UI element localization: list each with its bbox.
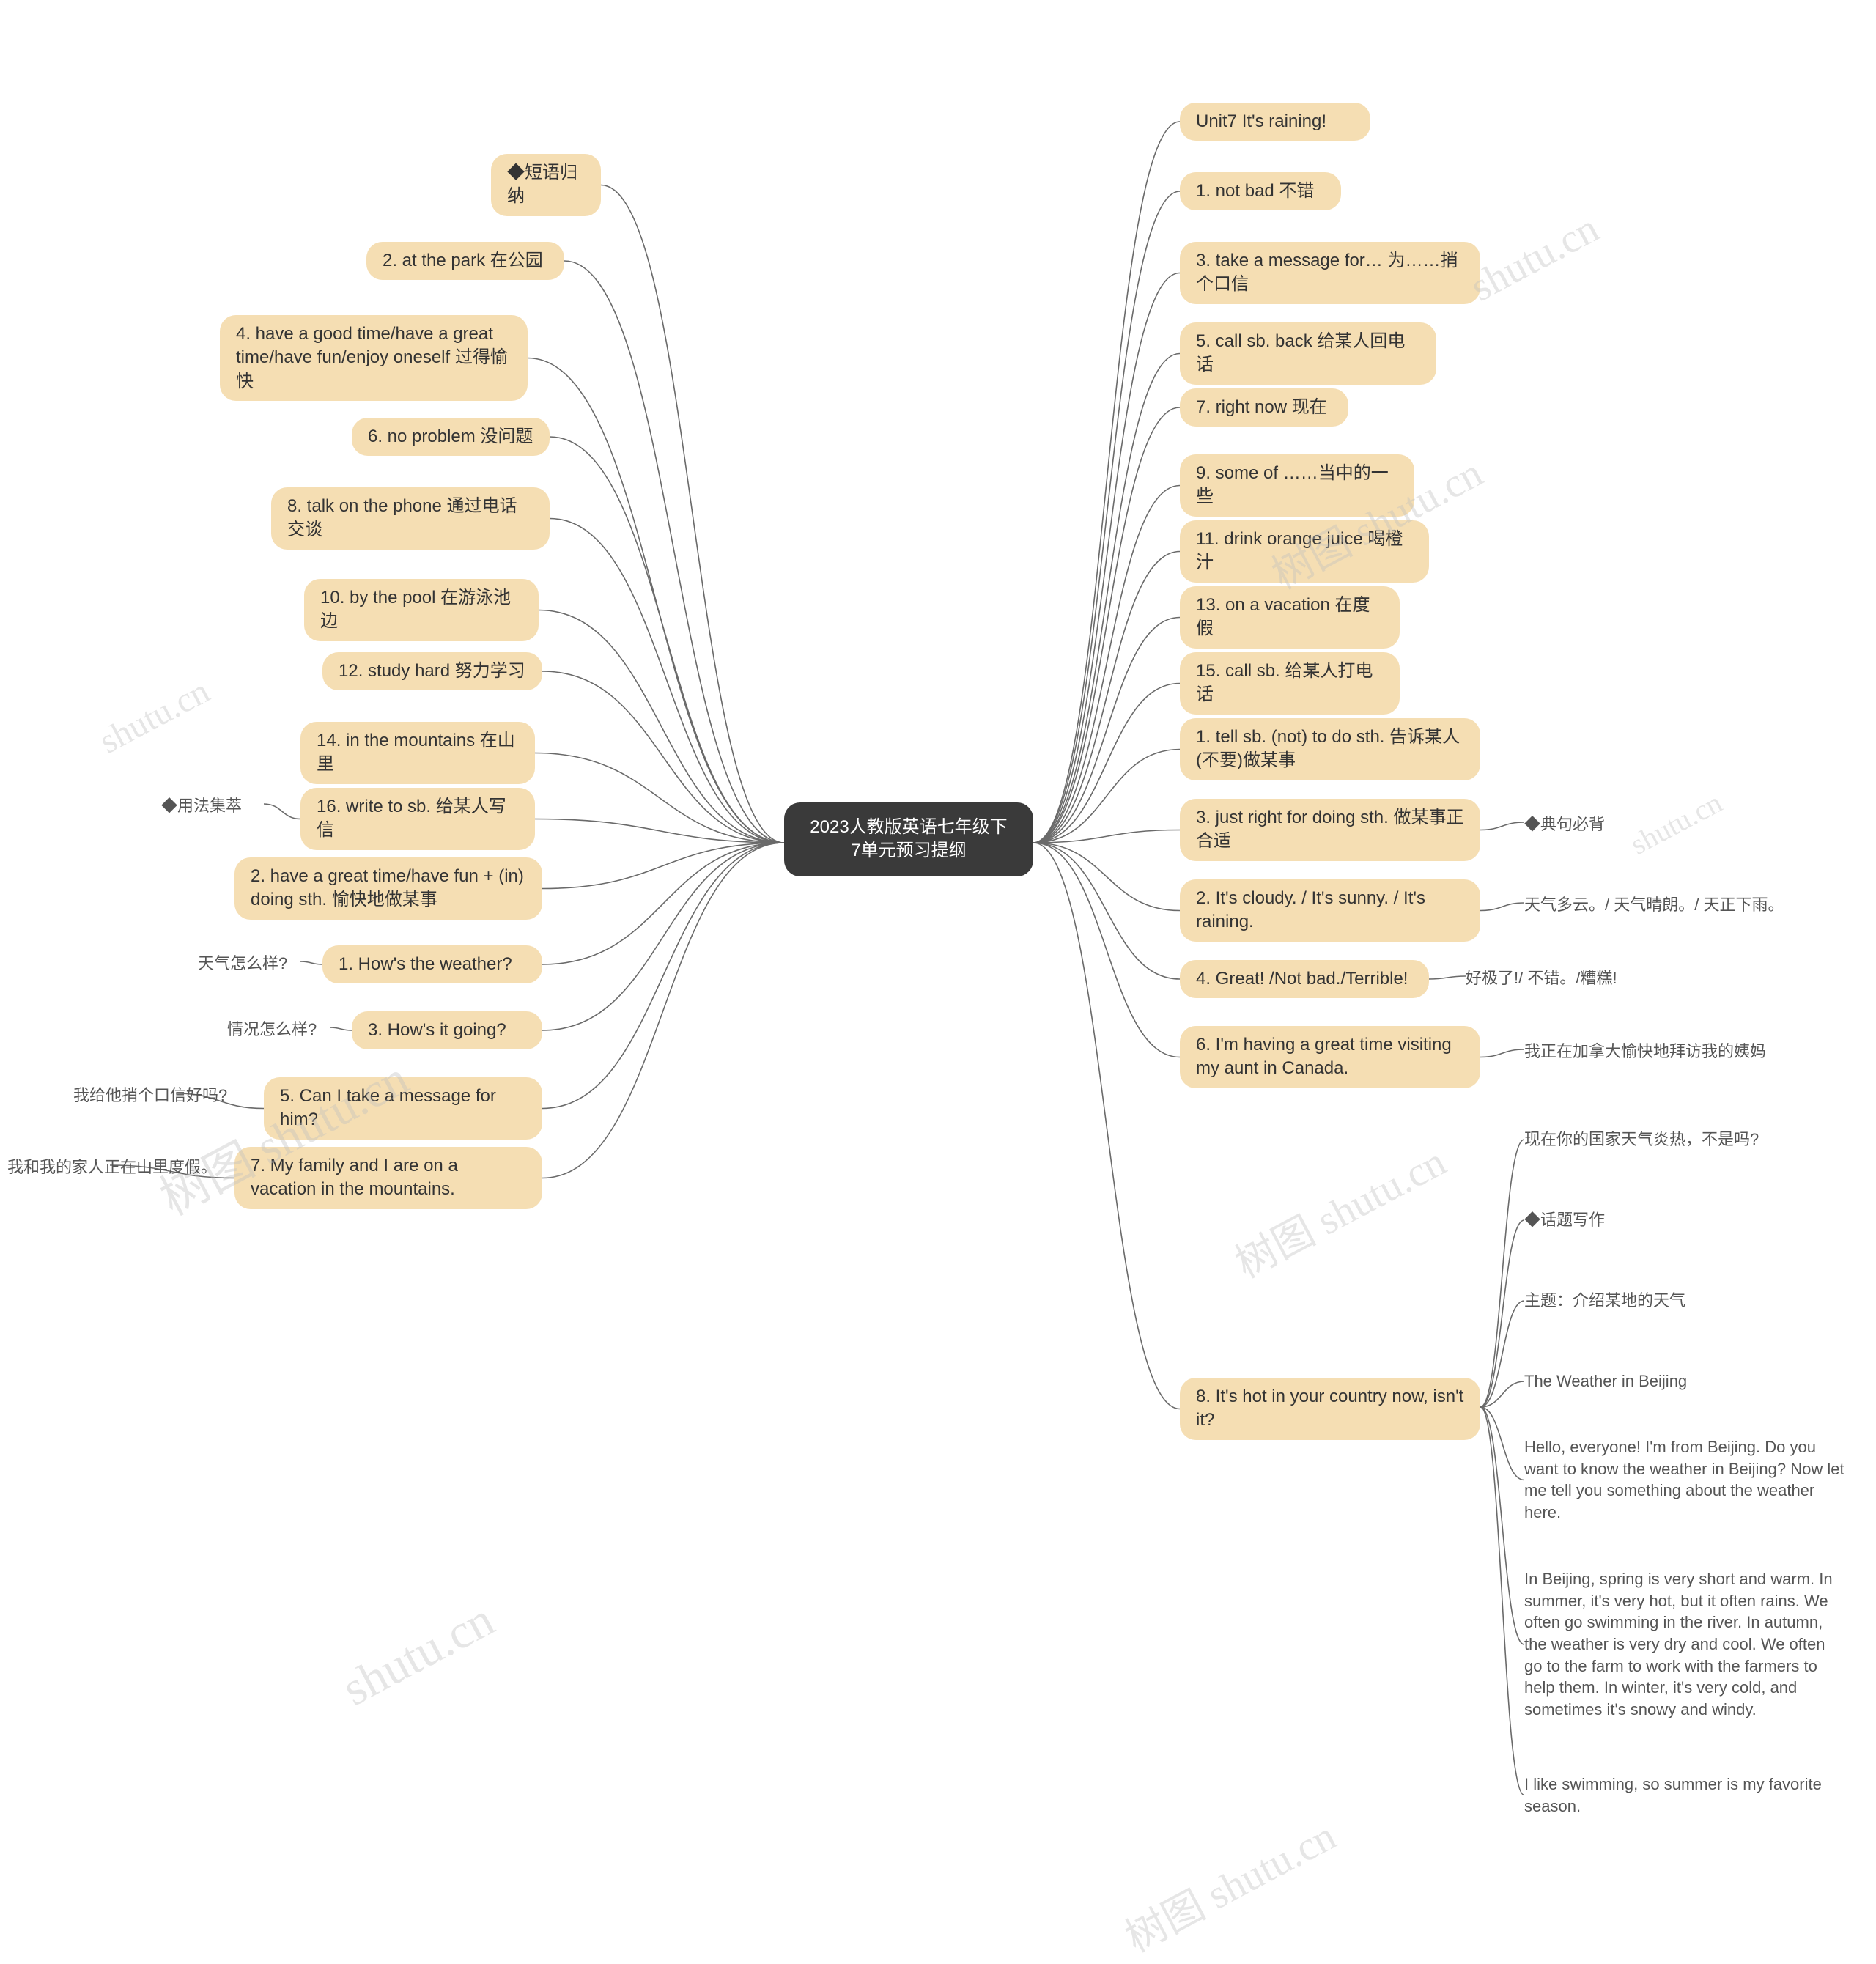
left-branch: 10. by the pool 在游泳池边 xyxy=(304,579,539,641)
right-branch: 5. call sb. back 给某人回电话 xyxy=(1180,322,1436,385)
node8-sub: 主题：介绍某地的天气 xyxy=(1524,1290,1685,1312)
right-branch: 6. I'm having a great time visiting my a… xyxy=(1180,1026,1480,1088)
left-branch: 16. write to sb. 给某人写信 xyxy=(300,788,535,850)
left-sub: 我和我的家人正在山里度假。 xyxy=(7,1156,217,1178)
right-branch: 1. tell sb. (not) to do sth. 告诉某人(不要)做某事 xyxy=(1180,718,1480,780)
node8-sub: ◆话题写作 xyxy=(1524,1209,1605,1231)
watermark: shutu.cn xyxy=(1463,205,1606,311)
left-branch: 8. talk on the phone 通过电话交谈 xyxy=(271,487,550,550)
left-branch: 5. Can I take a message for him? xyxy=(264,1077,542,1140)
left-branch: 14. in the mountains 在山里 xyxy=(300,722,535,784)
node8-sub: 现在你的国家天气炎热，不是吗? xyxy=(1524,1129,1759,1151)
node8-sub: In Beijing, spring is very short and war… xyxy=(1524,1568,1847,1721)
watermark: shutu.cn xyxy=(93,671,216,761)
watermark: 树图 shutu.cn xyxy=(1223,1129,1454,1290)
right-branch: 13. on a vacation 在度假 xyxy=(1180,586,1400,649)
right-sub: 天气多云。/ 天气晴朗。/ 天正下雨。 xyxy=(1524,894,1784,916)
right-branch: 9. some of ……当中的一些 xyxy=(1180,454,1414,517)
left-branch: 7. My family and I are on a vacation in … xyxy=(234,1147,542,1209)
node8-sub: Hello, everyone! I'm from Beijing. Do yo… xyxy=(1524,1436,1847,1524)
right-branch: 4. Great! /Not bad./Terrible! xyxy=(1180,960,1429,998)
left-branch: 2. at the park 在公园 xyxy=(366,242,564,280)
left-branch: ◆短语归纳 xyxy=(491,154,601,216)
left-branch: 4. have a good time/have a great time/ha… xyxy=(220,315,528,401)
mindmap-canvas: 2023人教版英语七年级下7单元预习提纲 Unit7 It's raining!… xyxy=(0,0,1876,1957)
right-branch: 3. just right for doing sth. 做某事正合适 xyxy=(1180,799,1480,861)
center-label: 2023人教版英语七年级下7单元预习提纲 xyxy=(806,816,1011,863)
right-branch: 15. call sb. 给某人打电话 xyxy=(1180,652,1400,715)
left-sub: 天气怎么样? xyxy=(198,953,287,975)
node8-sub: The Weather in Beijing xyxy=(1524,1370,1687,1392)
center-node: 2023人教版英语七年级下7单元预习提纲 xyxy=(784,802,1033,876)
left-sub: 我给他捎个口信好吗? xyxy=(73,1085,227,1107)
right-branch: 1. not bad 不错 xyxy=(1180,172,1341,210)
left-branch: 12. study hard 努力学习 xyxy=(322,652,542,690)
right-branch: 3. take a message for… 为……捎个口信 xyxy=(1180,242,1480,304)
right-branch: 11. drink orange juice 喝橙汁 xyxy=(1180,520,1429,583)
right-branch: 2. It's cloudy. / It's sunny. / It's rai… xyxy=(1180,879,1480,942)
watermark: shutu.cn xyxy=(333,1592,503,1717)
right-sub: 我正在加拿大愉快地拜访我的姨妈 xyxy=(1524,1041,1766,1063)
right-branch: Unit7 It's raining! xyxy=(1180,103,1370,141)
left-sub: ◆用法集萃 xyxy=(161,795,242,817)
left-branch: 1. How's the weather? xyxy=(322,945,542,983)
watermark: shutu.cn xyxy=(1625,785,1728,862)
right-sub: ◆典句必背 xyxy=(1524,813,1605,835)
left-branch: 2. have a great time/have fun + (in) doi… xyxy=(234,857,542,920)
watermark: 树图 shutu.cn xyxy=(1113,1804,1344,1964)
right-branch: 7. right now 现在 xyxy=(1180,388,1348,427)
node8-sub: I like swimming, so summer is my favorit… xyxy=(1524,1773,1847,1817)
right-branch: 8. It's hot in your country now, isn't i… xyxy=(1180,1378,1480,1440)
right-sub: 好极了!/ 不错。/糟糕! xyxy=(1466,967,1617,989)
left-branch: 6. no problem 没问题 xyxy=(352,418,550,456)
left-sub: 情况怎么样? xyxy=(227,1019,317,1041)
left-branch: 3. How's it going? xyxy=(352,1011,542,1049)
